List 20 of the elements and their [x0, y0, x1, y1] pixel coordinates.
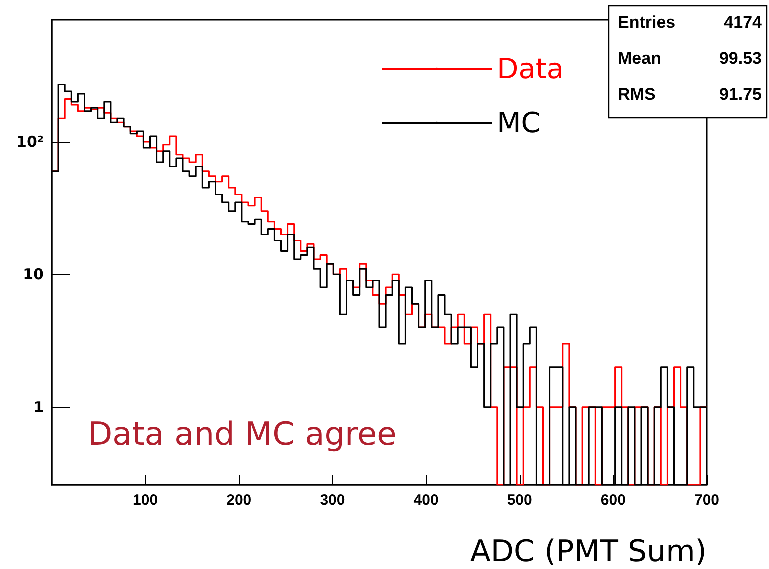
y-tick-label: 10 — [23, 266, 44, 284]
x-tick-label: 700 — [694, 492, 720, 509]
text: 4174 — [724, 13, 763, 32]
annotation: RMS — [618, 85, 656, 104]
x-tick-label: 500 — [507, 492, 532, 509]
annotation: Entries — [618, 13, 676, 32]
x-axis-title: ADC (PMT Sum) — [470, 534, 707, 569]
text: 99.53 — [719, 49, 762, 68]
x-tick-label: 400 — [414, 492, 439, 509]
x-tick-label: 600 — [600, 492, 626, 509]
annotation: Data and MC agree — [88, 415, 397, 453]
y-tick-label: 10² — [16, 132, 44, 151]
legend-label: Data — [497, 52, 564, 86]
x-tick-label: 200 — [226, 492, 252, 509]
text: 91.75 — [719, 85, 762, 104]
y-tick-label: 1 — [34, 398, 44, 416]
legend-label: MC — [497, 106, 541, 140]
x-tick-label: 100 — [133, 492, 158, 509]
x-tick-label: 300 — [320, 492, 346, 509]
annotation: Mean — [618, 49, 662, 68]
